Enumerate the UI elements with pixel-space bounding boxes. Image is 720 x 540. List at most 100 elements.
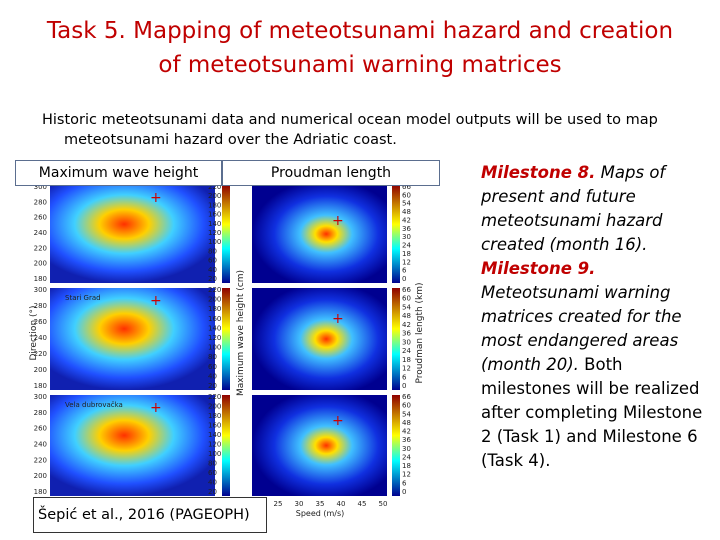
heatmap: [252, 395, 387, 496]
colorbar-tick-label: 220: [208, 286, 221, 294]
colorbar-tick-label: 20: [208, 488, 217, 496]
colorbar-tick-label: 48: [402, 419, 411, 427]
milestone-label: Milestone 8.: [481, 163, 596, 182]
colorbar-tick-label: 54: [402, 303, 411, 311]
colorbar-tick-label: 12: [402, 471, 411, 479]
y-tick-label: 300: [34, 183, 47, 191]
colorbar-tick-label: 12: [402, 258, 411, 266]
colorbar: [222, 395, 230, 496]
colorbar-tick-label: 40: [208, 372, 217, 380]
colorbar-tick-label: 160: [208, 211, 221, 219]
colorbar-tick-label: 18: [402, 462, 411, 470]
colorbar-tick-label: 40: [208, 266, 217, 274]
colorbar-tick-label: 36: [402, 330, 411, 338]
colorbar-tick-label: 80: [208, 460, 217, 468]
x-tick-label: 30: [295, 500, 304, 508]
x-tick-label: 25: [274, 500, 283, 508]
colorbar-tick-label: 40: [208, 479, 217, 487]
colorbar-tick-label: 80: [208, 247, 217, 255]
colorbar-tick-label: 120: [208, 441, 221, 449]
heatmap: [50, 395, 215, 496]
colorbar-tick-label: 180: [208, 412, 221, 420]
colorbar-tick-label: 66: [402, 183, 411, 191]
figure-label: Maximum wave height: [15, 160, 222, 186]
colorbar-tick-label: 160: [208, 315, 221, 323]
colorbar-tick-label: 48: [402, 312, 411, 320]
plus-marker: +: [150, 400, 162, 416]
y-tick-label: 300: [34, 286, 47, 294]
y-tick-label: 240: [34, 441, 47, 449]
plus-marker: +: [332, 213, 344, 229]
colorbar: [222, 288, 230, 390]
colorbar-tick-label: 100: [208, 344, 221, 352]
colorbar-tick-label: 48: [402, 208, 411, 216]
colorbar-tick-label: 220: [208, 393, 221, 401]
y-tick-label: 200: [34, 260, 47, 268]
colorbar-tick-label: 36: [402, 225, 411, 233]
colorbar-tick-label: 60: [402, 402, 411, 410]
y-tick-label: 240: [34, 229, 47, 237]
heatmap: [50, 185, 215, 283]
colorbar-tick-label: 30: [402, 338, 411, 346]
colorbar-tick-label: 18: [402, 356, 411, 364]
heatmap: [252, 185, 387, 283]
colorbar-tick-label: 54: [402, 200, 411, 208]
colorbar-tick-label: 18: [402, 250, 411, 258]
x-tick-label: 35: [316, 500, 325, 508]
milestones: Milestone 8. Maps of present and future …: [481, 161, 706, 473]
colorbar: [392, 395, 400, 496]
colorbar-tick-label: 60: [208, 363, 217, 371]
milestone-text: Maps of present and future meteotsunami …: [481, 163, 666, 254]
title: of meteotsunami warning matrices: [158, 52, 562, 78]
plus-marker: +: [150, 293, 162, 309]
y-tick-label: 280: [34, 198, 47, 206]
colorbar-tick-label: 160: [208, 422, 221, 430]
colorbar-tick-label: 0: [402, 275, 406, 283]
y-tick-label: 220: [34, 244, 47, 252]
panel-label: Stari Grad: [65, 294, 101, 302]
colorbar-tick-label: 6: [402, 373, 407, 381]
colorbar-tick-label: 200: [208, 296, 221, 304]
y-tick-label: 280: [34, 409, 47, 417]
colorbar-tick-label: 180: [208, 305, 221, 313]
colorbar-tick-label: 6: [402, 479, 407, 487]
colorbar-tick-label: 36: [402, 436, 411, 444]
figure: ++30028026024022020018022020018016014012…: [29, 183, 425, 518]
plus-marker: +: [332, 413, 344, 429]
y-axis-label: Direction (°): [29, 305, 39, 360]
plus-marker: +: [150, 190, 162, 206]
y-tick-label: 260: [34, 425, 47, 433]
colorbar-tick-label: 140: [208, 220, 221, 228]
colorbar-tick-label: 60: [208, 257, 217, 265]
colorbar-tick-label: 30: [402, 233, 411, 241]
y-tick-label: 180: [34, 488, 47, 496]
colorbar-tick-label: 66: [402, 286, 411, 294]
colorbar-tick-label: 120: [208, 229, 221, 237]
colorbar-label: Maximum wave height (cm): [236, 270, 246, 396]
citation: Šepić et al., 2016 (PAGEOPH): [33, 497, 267, 533]
y-tick-label: 220: [34, 456, 47, 464]
x-tick-label: 50: [379, 500, 388, 508]
panel-label: Vela dubrovačka: [65, 401, 123, 409]
colorbar: [222, 185, 230, 283]
y-tick-label: 180: [34, 382, 47, 390]
y-tick-label: 300: [34, 393, 47, 401]
x-tick-label: 45: [358, 500, 367, 508]
heatmap: [252, 288, 387, 390]
colorbar: [392, 288, 400, 390]
y-tick-label: 220: [34, 350, 47, 358]
colorbar-tick-label: 140: [208, 324, 221, 332]
milestone-text: Meteotsunami warning matrices created fo…: [481, 283, 682, 374]
heatmap: [50, 288, 215, 390]
milestone-text: Both milestones will be realized after c…: [481, 355, 703, 470]
figure-label: Proudman length: [222, 160, 440, 186]
colorbar-tick-label: 60: [402, 191, 411, 199]
colorbar-tick-label: 60: [208, 469, 217, 477]
colorbar-tick-label: 24: [402, 242, 411, 250]
y-tick-label: 280: [34, 302, 47, 310]
colorbar-tick-label: 140: [208, 431, 221, 439]
y-tick-label: 180: [34, 275, 47, 283]
colorbar-label: Proudman length (km): [415, 282, 425, 383]
colorbar-tick-label: 80: [208, 353, 217, 361]
